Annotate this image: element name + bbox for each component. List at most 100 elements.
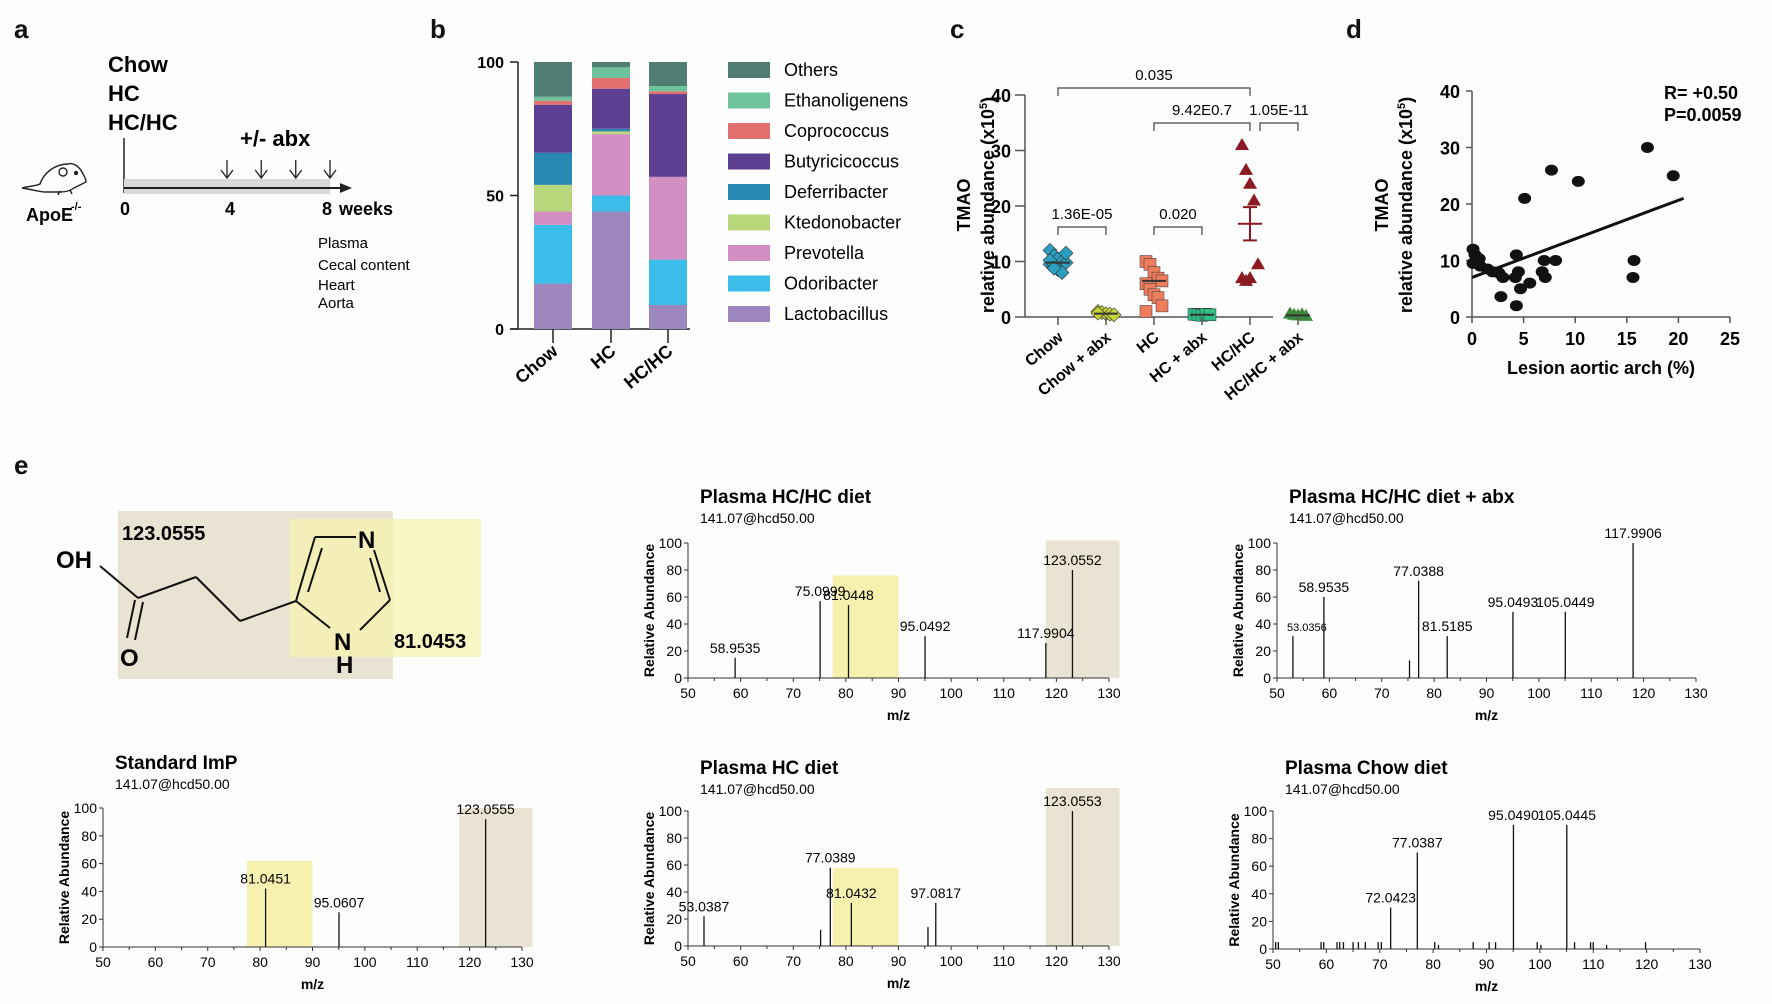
peak-label: 95.0493 <box>1488 594 1539 610</box>
data-point <box>1247 193 1261 206</box>
y-tick-label: 60 <box>666 589 682 605</box>
x-tick-label: 80 <box>1426 685 1442 701</box>
significance-bracket <box>1057 87 1251 96</box>
bar-segment-odoribacter <box>592 195 630 212</box>
spectrum-subtitle: 141.07@hcd50.00 <box>1285 781 1400 797</box>
bar-segment-butyricicoccus <box>592 88 630 129</box>
peak-label: 95.0492 <box>900 618 951 634</box>
panel-label-d: d <box>1346 14 1362 44</box>
bar-segment-ethanoligenens <box>534 96 572 101</box>
y-tick-label: 0 <box>89 939 97 955</box>
x-tick-label: 120 <box>1635 956 1659 972</box>
x-tick-label: 60 <box>148 954 164 970</box>
y-tick-label: 60 <box>81 856 97 872</box>
peak-label: 81.5185 <box>1422 618 1473 634</box>
legend-label: Coprococcus <box>784 121 889 141</box>
x-tick-label: 120 <box>458 954 482 970</box>
data-point <box>1626 271 1640 283</box>
x-tick-label: 60 <box>1322 685 1338 701</box>
significance-bracket <box>1153 122 1251 131</box>
x-tick-label: 70 <box>785 685 801 701</box>
x-tick-label: 70 <box>1372 956 1388 972</box>
legend-label: Others <box>784 60 838 80</box>
atom-o: O <box>120 645 139 672</box>
data-point <box>1514 283 1528 295</box>
fragment-highlight <box>459 808 533 947</box>
legend-swatch <box>728 184 770 200</box>
peak-label: 105.0445 <box>1538 807 1597 823</box>
bar-segment-odoribacter <box>534 224 572 284</box>
atom-n-top: N <box>358 527 375 554</box>
x-tick-label: 60 <box>733 953 749 969</box>
spectrum-plasma-hc: Plasma HC diet 141.07@hcd50.00 0 20 40 60 80 10… <box>641 758 1121 991</box>
data-point <box>1511 266 1525 278</box>
peak-label: 53.0356 <box>1287 622 1327 634</box>
y-tick-label: 20 <box>666 643 682 659</box>
timeline-arrowhead <box>340 183 352 193</box>
x-tick-label: HC <box>587 341 620 373</box>
x-tick-label: 130 <box>1684 685 1708 701</box>
x-tick-label: 100 <box>939 685 963 701</box>
bar-segment-prevotella <box>592 134 630 196</box>
y-tick-label: 40 <box>991 86 1011 106</box>
y-tick-label: 20 <box>1255 643 1271 659</box>
p-value-label: 0.020 <box>1159 206 1197 223</box>
x-tick-label: 110 <box>1580 685 1603 701</box>
peak-label: 105.0449 <box>1536 594 1595 610</box>
y-tick-label: 60 <box>1251 858 1267 874</box>
x-tick-label: 15 <box>1617 329 1637 349</box>
bar-segment-others <box>592 62 630 68</box>
peak-label: 97.0817 <box>910 885 961 901</box>
abx-arrow-head <box>254 169 268 180</box>
spectrum-subtitle: 141.07@hcd50.00 <box>700 510 815 526</box>
peak-label: 77.0389 <box>805 850 856 866</box>
timeline-tick-0: 0 <box>120 199 130 219</box>
legend-swatch <box>728 153 770 170</box>
spectrum-plasma-hchc-abx: Plasma HC/HC diet + abx 141.07@hcd50.00 0 2… <box>1230 487 1708 723</box>
data-point <box>1494 291 1508 303</box>
bar-segment-coprococcus <box>534 100 572 105</box>
peak-label: 58.9535 <box>710 640 761 656</box>
x-tick-label: 100 <box>1527 685 1551 701</box>
x-tick-label: 10 <box>1565 329 1585 349</box>
bar-segment-deferribacter <box>534 152 572 185</box>
legend-label: Ethanoligenens <box>784 91 908 111</box>
spectrum-title: Plasma HC diet <box>700 758 839 779</box>
x-tick-label: 50 <box>680 953 696 969</box>
y-tick-label: 20 <box>81 911 97 927</box>
group-hc-abx <box>1187 307 1217 322</box>
y-axis-label-superscript: 5 <box>1396 103 1408 109</box>
sample-heart: Heart <box>318 277 356 294</box>
y-tick-label: 60 <box>1255 589 1271 605</box>
x-tick-label: 100 <box>1528 956 1552 972</box>
peak-label: 81.0432 <box>826 885 877 901</box>
y-tick-label: 10 <box>1440 252 1460 272</box>
timeline-tick-4: 4 <box>225 199 235 219</box>
y-tick-label: 100 <box>659 803 683 819</box>
x-tick-label: 70 <box>1374 685 1390 701</box>
spectrum-plasma-chow: Plasma Chow diet 141.07@hcd50.00 0 20 40 60 80… <box>1226 758 1712 994</box>
correlation-r: R= +0.50 <box>1664 83 1738 103</box>
abx-arrows <box>220 160 337 180</box>
data-point <box>1509 300 1523 312</box>
timeline-bar <box>124 179 330 194</box>
x-axis-label: m/z <box>1475 978 1498 994</box>
y-axis-label-end: ) <box>978 97 998 103</box>
legend-swatch <box>728 245 770 261</box>
y-tick-label: 40 <box>666 884 682 900</box>
p-value-label: 1.36E-05 <box>1052 206 1113 223</box>
peak-label: 58.9535 <box>1299 579 1350 595</box>
x-tick-label: 90 <box>891 953 907 969</box>
y-tick-label: 20 <box>666 911 682 927</box>
y-tick-label: 30 <box>991 142 1011 162</box>
y-axis-label-line2: relative abundance (x105) <box>978 97 998 313</box>
x-tick-label: 120 <box>1045 953 1069 969</box>
bar-segment-others <box>534 62 572 97</box>
diet-hchc: HC/HC <box>108 110 178 135</box>
p-value-label: 9.42E0.7 <box>1172 102 1232 119</box>
x-tick-label: 90 <box>1479 956 1495 972</box>
panel-a-timeline: Chow HC HC/HC +/- abx ApoE -/- 0 4 8 wee… <box>21 52 411 312</box>
abx-arrow-head <box>323 169 337 180</box>
peak-label: 81.0451 <box>240 871 291 887</box>
spectrum-standard-imp: Standard ImP 141.07@hcd50.00 0 20 40 60 80 100 5… <box>56 753 534 992</box>
